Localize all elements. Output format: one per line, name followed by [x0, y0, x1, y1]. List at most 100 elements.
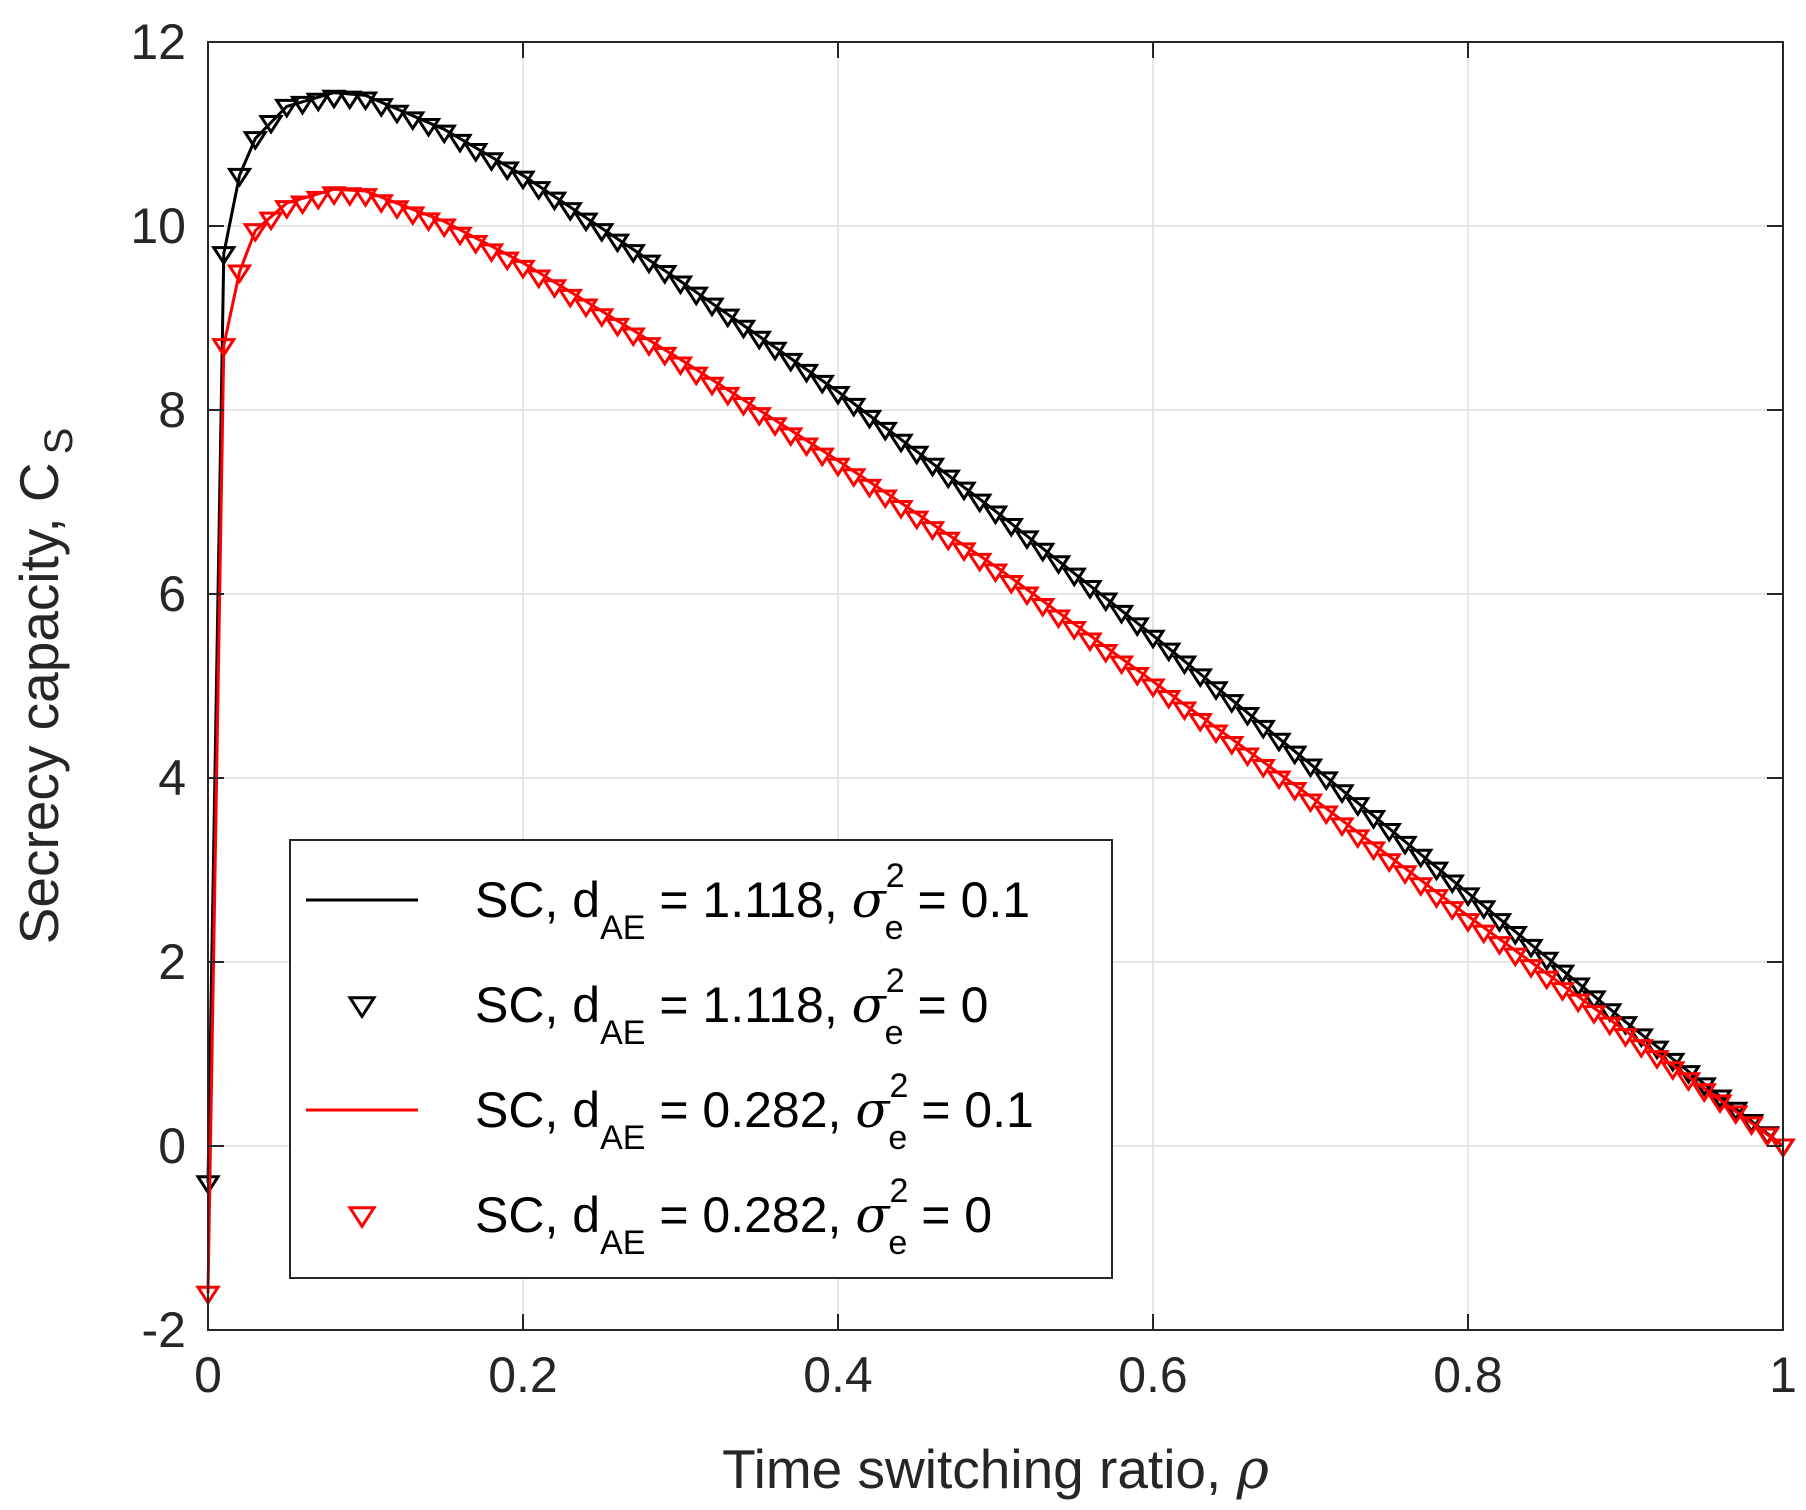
series-marker — [258, 115, 284, 135]
series-marker — [1707, 1094, 1733, 1115]
series-marker — [1297, 793, 1324, 814]
legend-box — [289, 839, 1113, 1279]
series-marker — [1392, 835, 1418, 856]
series-marker — [399, 206, 426, 227]
series-marker — [1376, 853, 1403, 874]
series-marker — [1061, 621, 1088, 641]
series-marker — [226, 167, 253, 188]
y-tick-label: -2 — [142, 1302, 186, 1358]
series-marker — [1722, 1101, 1749, 1122]
series-marker — [1486, 936, 1513, 956]
series-marker — [1423, 889, 1450, 909]
series-marker — [982, 505, 1009, 526]
series-marker — [1376, 822, 1403, 843]
series-marker — [289, 195, 316, 216]
y-tick-label: 12 — [130, 14, 186, 70]
series-marker — [1218, 694, 1245, 714]
series-marker — [573, 298, 599, 319]
series-marker — [1155, 690, 1182, 710]
series-marker — [415, 212, 442, 233]
x-tick-label: 0.4 — [803, 1347, 873, 1403]
x-axis-title-symbol: ρ — [1236, 1437, 1269, 1501]
series-marker — [620, 244, 647, 264]
series-marker — [825, 457, 851, 478]
series-marker — [510, 259, 536, 280]
series-marker — [699, 376, 725, 397]
series-4 — [195, 186, 1796, 1306]
series-marker — [667, 275, 694, 296]
series-marker — [321, 89, 347, 110]
series-marker — [305, 190, 332, 211]
legend-marker-sample — [347, 1206, 377, 1230]
series-marker — [651, 265, 678, 285]
series-marker — [289, 95, 316, 116]
series-marker — [966, 552, 993, 573]
series-marker — [604, 233, 631, 254]
series-marker — [903, 445, 930, 466]
series-marker — [651, 346, 678, 367]
series-marker — [1455, 913, 1481, 933]
series-marker — [210, 338, 237, 358]
series-marker — [919, 457, 946, 478]
series-marker — [336, 187, 363, 207]
series-marker — [1313, 771, 1340, 792]
ticks — [207, 41, 1784, 1331]
series-marker — [636, 254, 662, 275]
series-marker — [1187, 668, 1214, 689]
series-marker — [1470, 900, 1497, 920]
series-marker — [1344, 829, 1371, 850]
series-marker — [762, 341, 788, 362]
y-axis-title-text: Secrecy capacity, C — [8, 462, 70, 944]
series-marker — [1266, 770, 1292, 791]
x-axis-title-text: Time switching ratio, — [722, 1438, 1237, 1500]
series-marker — [1628, 1039, 1655, 1059]
series-marker — [1250, 759, 1277, 779]
series-marker — [872, 421, 899, 442]
series-marker — [1549, 982, 1576, 1002]
series-marker — [1140, 678, 1166, 699]
legend-label-part: e — [885, 909, 904, 947]
series-marker — [1155, 642, 1182, 663]
series-marker — [762, 417, 788, 437]
legend-label-part: 2 — [886, 857, 905, 895]
series-marker — [903, 510, 930, 531]
series-marker — [1171, 701, 1198, 722]
legend-label-part: SC, d — [475, 977, 600, 1033]
series-marker — [1565, 977, 1592, 998]
series-marker — [242, 223, 269, 243]
series-marker — [620, 327, 647, 348]
legend-item: SC, dAE = 1.118, σ2 e = 0 — [347, 962, 989, 1052]
series-2 — [195, 89, 1796, 1196]
series-marker — [1077, 580, 1103, 600]
series-marker — [1124, 617, 1151, 638]
legend-marker-sample — [347, 996, 377, 1020]
series-marker — [352, 188, 379, 208]
x-tick-label: 0.2 — [488, 1347, 558, 1403]
series-marker — [1596, 1003, 1623, 1024]
series-marker — [1360, 810, 1387, 830]
legend-label-part: = 0 — [904, 977, 989, 1033]
series-marker — [541, 279, 568, 299]
series-marker — [1092, 592, 1119, 613]
series-marker — [525, 181, 552, 201]
series-marker — [273, 98, 300, 119]
series-marker — [273, 200, 300, 220]
series-marker — [1407, 848, 1434, 869]
legend-label: SC, dAE = 0.282, σ2 e = 0 — [475, 1172, 992, 1262]
legend-label-part: AE — [600, 1014, 645, 1052]
series-marker — [1439, 874, 1466, 895]
y-tick-label: 2 — [158, 934, 186, 990]
legend-label-part: = 0.282, — [645, 1187, 855, 1243]
legend-label-part: 2 — [889, 1067, 908, 1105]
series-marker — [1360, 841, 1387, 862]
series-marker — [951, 542, 977, 563]
series-marker — [998, 575, 1025, 595]
legend-label-part: AE — [600, 1119, 645, 1157]
series-marker — [573, 212, 599, 233]
series-marker — [1171, 655, 1198, 676]
series-marker — [1565, 993, 1592, 1014]
series-marker — [588, 308, 615, 328]
series-marker — [840, 397, 867, 418]
series-marker — [951, 481, 977, 502]
series-marker — [1297, 758, 1324, 779]
